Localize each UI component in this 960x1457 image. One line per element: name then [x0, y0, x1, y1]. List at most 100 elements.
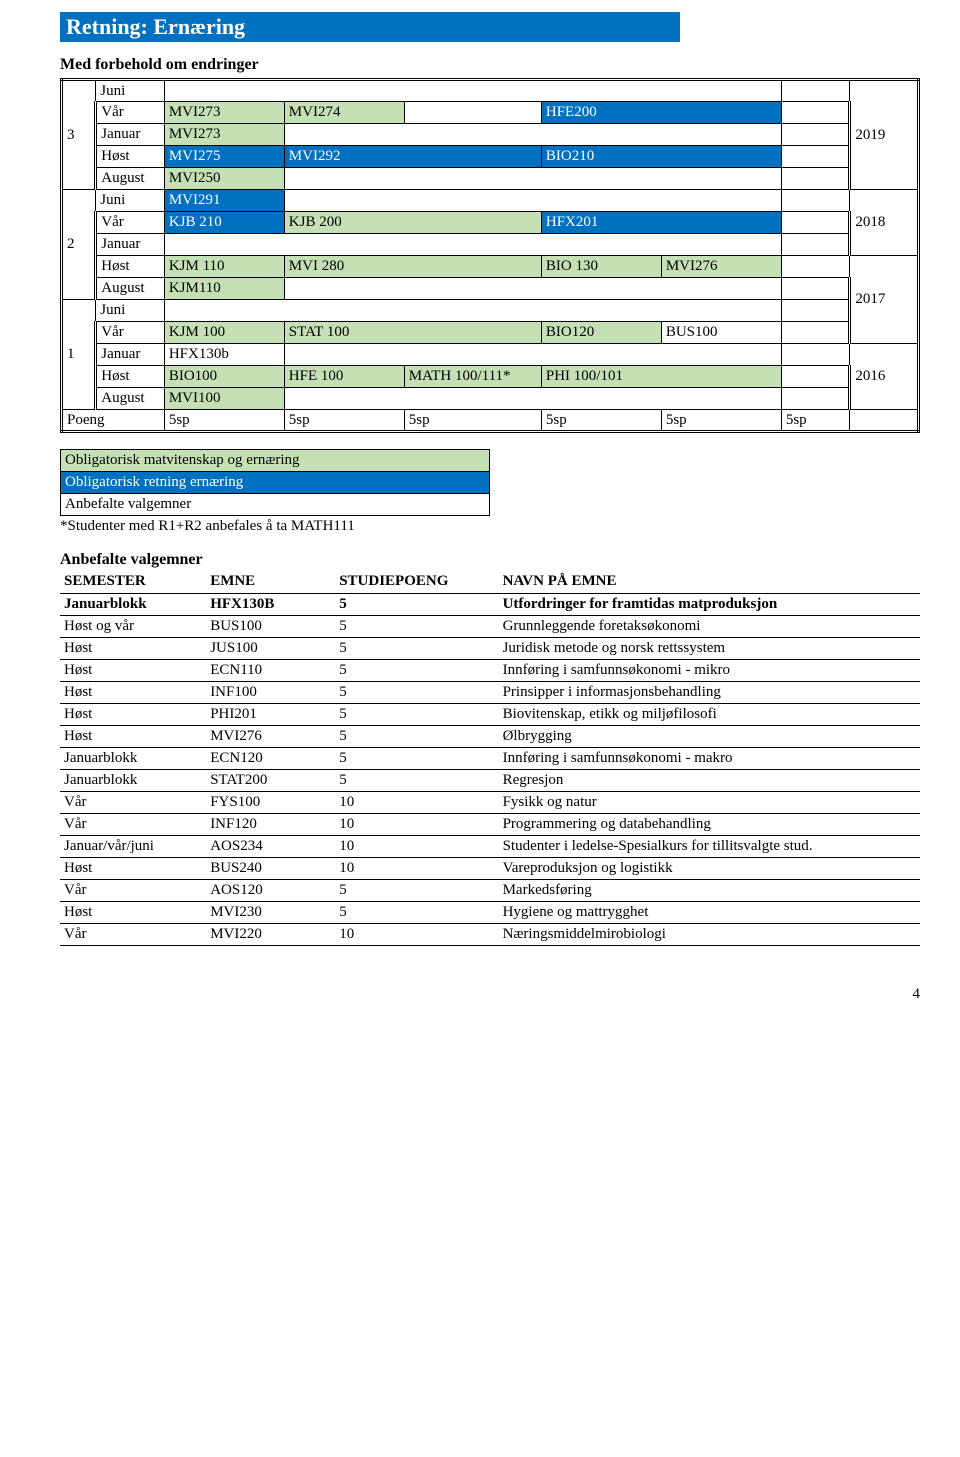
course: PHI 100/101 — [541, 366, 781, 388]
table-cell: Høst — [60, 637, 206, 659]
table-cell: PHI201 — [206, 703, 335, 725]
col-emne: EMNE — [206, 571, 335, 593]
poeng-value: 5sp — [541, 410, 661, 432]
table-cell: Januarblokk — [60, 747, 206, 769]
table-cell: Biovitenskap, etikk og miljøfilosofi — [499, 703, 920, 725]
table-row: HøstMVI2765Ølbrygging — [60, 725, 920, 747]
course: BIO 130 — [541, 256, 661, 278]
table-cell: AOS120 — [206, 879, 335, 901]
table-row: Høst og vårBUS1005Grunnleggende foretaks… — [60, 615, 920, 637]
col-semester: SEMESTER — [60, 571, 206, 593]
page-number: 4 — [60, 986, 920, 1003]
table-cell: Næringsmiddelmirobiologi — [499, 923, 920, 945]
table-cell: Vår — [60, 879, 206, 901]
col-studiepoeng: STUDIEPOENG — [335, 571, 498, 593]
term-label: August — [96, 168, 165, 190]
poeng-label: Poeng — [62, 410, 165, 432]
poeng-value: 5sp — [404, 410, 541, 432]
term-label: August — [96, 278, 165, 300]
table-cell: 5 — [335, 659, 498, 681]
year-3: 3 — [62, 80, 96, 190]
course: MVI291 — [164, 190, 284, 212]
table-cell: BUS240 — [206, 857, 335, 879]
course: BIO100 — [164, 366, 284, 388]
table-cell: MVI220 — [206, 923, 335, 945]
table-cell: 5 — [335, 769, 498, 791]
legend-row: Anbefalte valgemner — [61, 494, 490, 516]
table-cell: 5 — [335, 615, 498, 637]
term-label: August — [96, 388, 165, 410]
term-label: Høst — [96, 146, 165, 168]
course: MVI276 — [661, 256, 781, 278]
course: KJM 100 — [164, 322, 284, 344]
year-col: 2017 — [850, 256, 919, 344]
table-cell: Grunnleggende foretaksøkonomi — [499, 615, 920, 637]
table-cell: Januarblokk — [60, 769, 206, 791]
table-cell: Høst og vår — [60, 615, 206, 637]
table-cell: 10 — [335, 857, 498, 879]
table-cell: Januarblokk — [60, 593, 206, 615]
term-label: Høst — [96, 256, 165, 278]
legend-row: Obligatorisk retning ernæring — [61, 472, 490, 494]
legend-row: Obligatorisk matvitenskap og ernæring — [61, 450, 490, 472]
table-row: VårAOS1205Markedsføring — [60, 879, 920, 901]
section-heading: Anbefalte valgemner — [60, 551, 920, 569]
table-cell: Vår — [60, 791, 206, 813]
table-row: HøstJUS1005Juridisk metode og norsk rett… — [60, 637, 920, 659]
course: HFE 100 — [284, 366, 404, 388]
poeng-value: 5sp — [164, 410, 284, 432]
year-1: 1 — [62, 300, 96, 410]
course: MVI100 — [164, 388, 284, 410]
table-cell: Innføring i samfunnsøkonomi - makro — [499, 747, 920, 769]
course: BIO210 — [541, 146, 781, 168]
table-cell: Utfordringer for framtidas matproduksjon — [499, 593, 920, 615]
table-cell: Høst — [60, 659, 206, 681]
table-row: HøstPHI2015Biovitenskap, etikk og miljøf… — [60, 703, 920, 725]
table-cell: AOS234 — [206, 835, 335, 857]
table-row: HøstBUS24010Vareproduksjon og logistikk — [60, 857, 920, 879]
table-row: VårFYS10010Fysikk og natur — [60, 791, 920, 813]
course: MVI273 — [164, 102, 284, 124]
table-cell: 5 — [335, 593, 498, 615]
course: KJM 110 — [164, 256, 284, 278]
term-label: Juni — [96, 80, 165, 102]
course: HFX201 — [541, 212, 781, 234]
schedule-table: 3 Juni 2019 Vår MVI273 MVI274 HFE200 Jan… — [60, 78, 920, 433]
table-row: JanuarblokkHFX130B5Utfordringer for fram… — [60, 593, 920, 615]
table-cell: Ølbrygging — [499, 725, 920, 747]
course: MVI274 — [284, 102, 404, 124]
course: MVI273 — [164, 124, 284, 146]
course: KJB 210 — [164, 212, 284, 234]
year-col: 2019 — [850, 80, 919, 190]
table-cell: Innføring i samfunnsøkonomi - mikro — [499, 659, 920, 681]
term-label: Vår — [96, 322, 165, 344]
term-label: Januar — [96, 124, 165, 146]
term-label: Januar — [96, 344, 165, 366]
table-cell: 5 — [335, 637, 498, 659]
table-cell: 10 — [335, 813, 498, 835]
table-cell: Høst — [60, 725, 206, 747]
table-cell: HFX130B — [206, 593, 335, 615]
table-cell: 10 — [335, 835, 498, 857]
table-cell: Høst — [60, 857, 206, 879]
table-row: Januar/vår/juniAOS23410Studenter i ledel… — [60, 835, 920, 857]
year-col: 2016 — [850, 344, 919, 410]
table-cell: Høst — [60, 703, 206, 725]
table-cell: 10 — [335, 791, 498, 813]
course: BIO120 — [541, 322, 661, 344]
course: KJB 200 — [284, 212, 541, 234]
table-row: HøstECN1105Innføring i samfunnsøkonomi -… — [60, 659, 920, 681]
table-cell: Vår — [60, 813, 206, 835]
course: MVI292 — [284, 146, 541, 168]
table-cell: 5 — [335, 725, 498, 747]
course: MVI275 — [164, 146, 284, 168]
table-cell: Januar/vår/juni — [60, 835, 206, 857]
table-cell: MVI230 — [206, 901, 335, 923]
table-cell: BUS100 — [206, 615, 335, 637]
table-cell: INF100 — [206, 681, 335, 703]
table-cell: Høst — [60, 901, 206, 923]
course: BUS100 — [661, 322, 781, 344]
table-cell: Fysikk og natur — [499, 791, 920, 813]
term-label: Høst — [96, 366, 165, 388]
course: HFE200 — [541, 102, 781, 124]
